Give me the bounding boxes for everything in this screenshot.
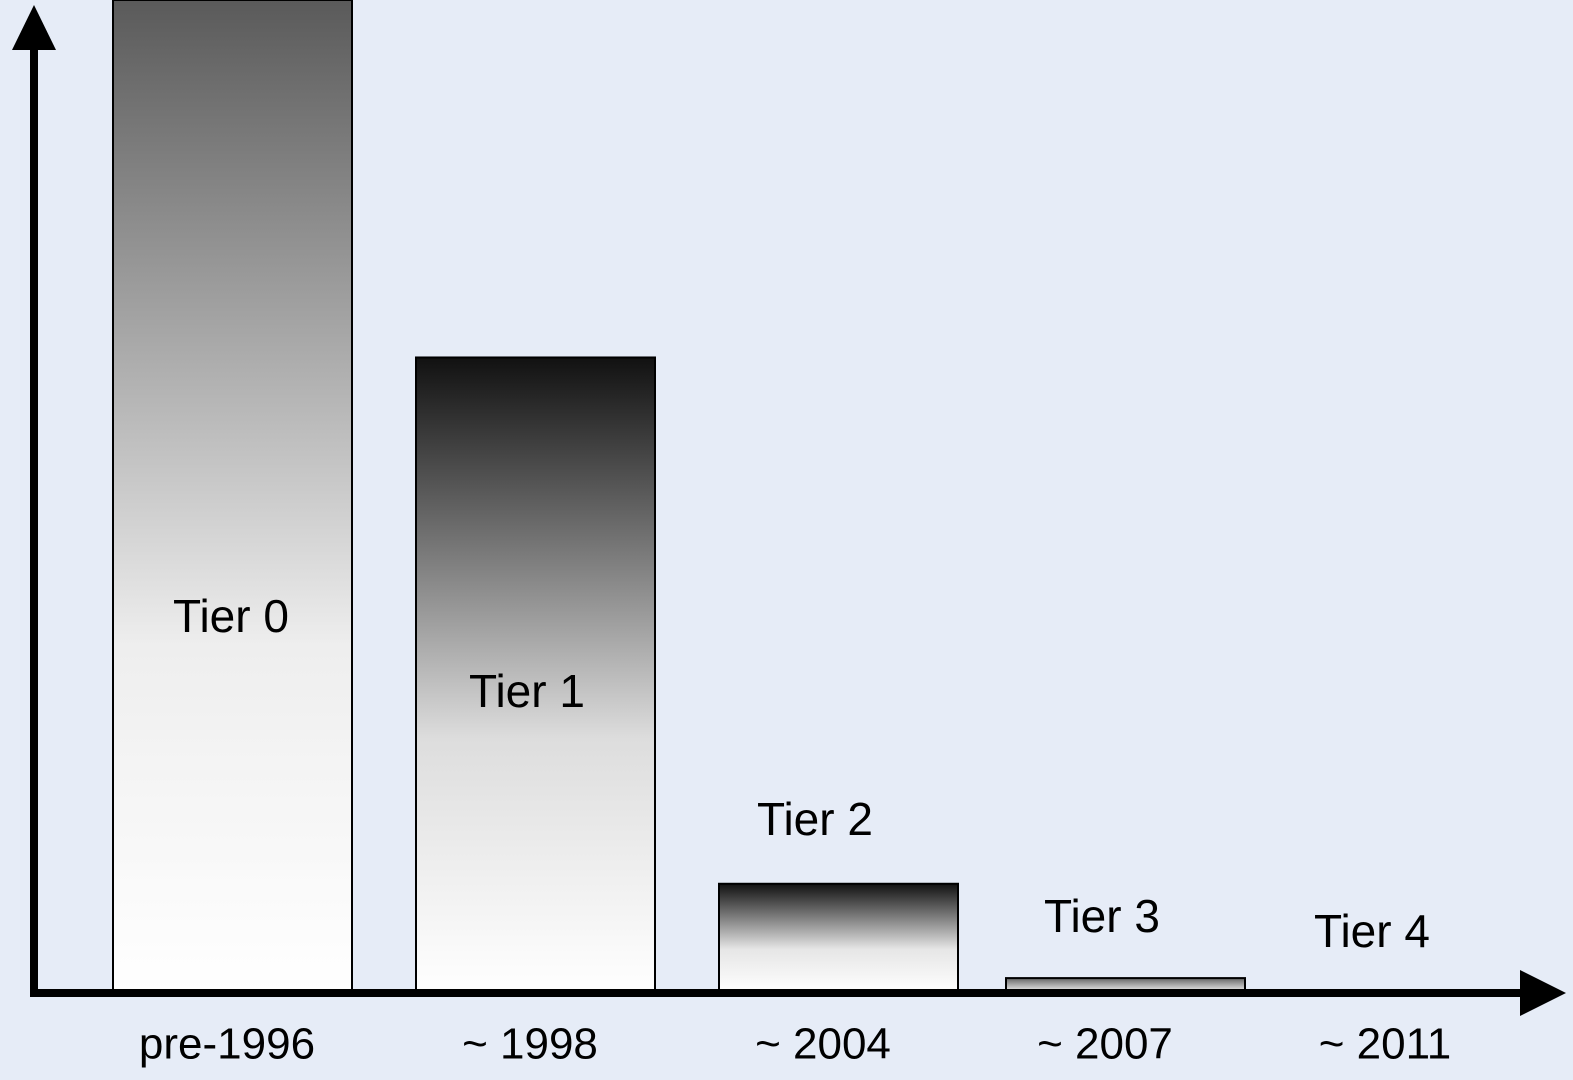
bar-label: Tier 1 <box>469 665 585 717</box>
y-axis-arrow <box>12 5 56 50</box>
x-tick-label: ~ 2011 <box>1319 1020 1452 1069</box>
x-tick-label: ~ 1998 <box>462 1020 598 1069</box>
bar-label: Tier 0 <box>173 590 289 642</box>
bar <box>718 882 959 995</box>
x-tick-label: ~ 2007 <box>1037 1020 1173 1069</box>
bar <box>112 0 353 994</box>
bar-label: Tier 3 <box>1044 890 1160 942</box>
bar-label: Tier 2 <box>757 793 873 845</box>
x-tick-label: ~ 2004 <box>755 1020 891 1069</box>
bar-label: Tier 4 <box>1314 905 1430 957</box>
bars <box>112 0 1468 995</box>
x-axis-arrow <box>1520 970 1566 1016</box>
x-tick-label: pre-1996 <box>139 1020 315 1069</box>
